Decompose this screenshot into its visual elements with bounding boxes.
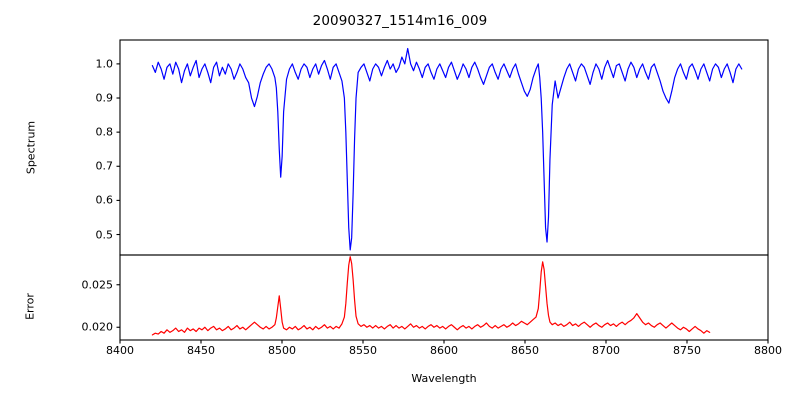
x-tick-label: 8600 xyxy=(430,344,458,357)
page-title: 20090327_1514m16_009 xyxy=(312,13,488,29)
spectrum-y-tick-label: 0.5 xyxy=(95,228,114,242)
spectrum-y-tick-label: 0.9 xyxy=(95,91,114,105)
x-tick-label: 8650 xyxy=(511,344,539,357)
error-axis-label: Error xyxy=(23,293,37,320)
x-axis-label: Wavelength xyxy=(411,372,477,385)
error-series-line xyxy=(151,256,711,336)
x-tick-label: 8450 xyxy=(187,344,215,357)
spectrum-y-tick-label: 1.0 xyxy=(95,57,114,71)
axis-ticks xyxy=(116,63,769,344)
x-tick-label: 8500 xyxy=(268,344,296,357)
x-tick-label: 8700 xyxy=(592,344,620,357)
x-tick-label: 8750 xyxy=(673,344,701,357)
x-tick-label: 8400 xyxy=(106,344,134,357)
spectrum-y-tick-label: 0.8 xyxy=(95,125,114,139)
spectrum-y-tick-label: 0.6 xyxy=(95,193,114,207)
x-tick-label: 8800 xyxy=(754,344,782,357)
error-y-tick-label: 0.020 xyxy=(81,320,114,334)
x-tick-label: 8550 xyxy=(349,344,377,357)
spectrum-y-tick-label: 0.7 xyxy=(95,159,114,173)
spectrum-axis-label: Spectrum xyxy=(24,120,38,175)
error-y-tick-label: 0.025 xyxy=(81,278,114,292)
spectrum-series-line xyxy=(151,47,743,251)
